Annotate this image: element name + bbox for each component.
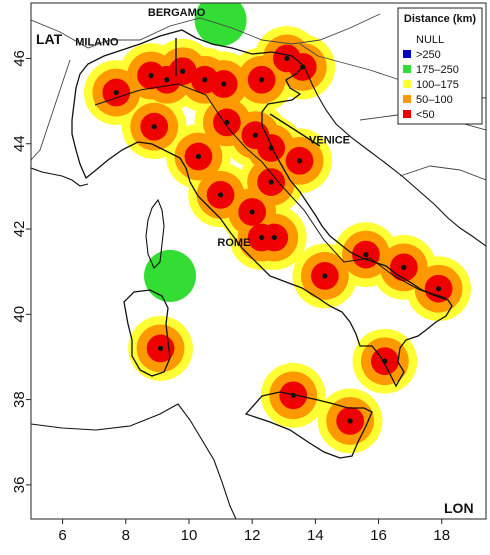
plot-area [31, 3, 486, 519]
national-borders [31, 13, 486, 181]
site-marker [113, 89, 119, 96]
site-marker [195, 153, 202, 160]
site-marker [382, 358, 388, 364]
y-axis-ticks: 36 38 40 42 44 46 [11, 50, 31, 493]
city-label-rome: ROME [217, 237, 250, 249]
site-marker [284, 55, 290, 62]
site-marker [259, 77, 265, 83]
y-tick-label: 44 [11, 135, 28, 152]
site-marker [217, 192, 224, 198]
legend: Distance (km) NULL >250 175–250 100–175 50–1… [397, 7, 483, 125]
x-tick-label: 8 [122, 527, 130, 544]
site-marker [157, 345, 164, 352]
site-marker [322, 273, 328, 279]
site-marker [268, 145, 274, 151]
legend-label: 100–175 [416, 79, 459, 91]
city-label-venice: VENICE [309, 135, 350, 147]
x-tick-label: 12 [244, 527, 261, 544]
city-annotations: MILANO BERGAMO VENICE ROME [75, 7, 350, 249]
site-marker [347, 418, 353, 424]
site-marker [164, 77, 170, 83]
y-tick-label: 46 [11, 50, 28, 67]
legend-swatch [403, 110, 411, 118]
venice-leader-line [269, 113, 321, 147]
legend-swatch [403, 95, 411, 103]
y-tick-label: 42 [11, 221, 28, 238]
band-175-250-circle [144, 249, 197, 302]
site-marker [268, 179, 274, 185]
site-marker [148, 72, 154, 79]
x-tick-label: 14 [307, 527, 324, 544]
legend-label: NULL [416, 34, 444, 46]
legend-swatch [403, 65, 411, 73]
site-marker [290, 392, 296, 398]
legend-label: 175–250 [416, 64, 459, 76]
balkan-coastline [303, 65, 486, 247]
y-tick-label: 40 [11, 306, 28, 323]
x-tick-label: 10 [181, 527, 198, 544]
legend-label: >250 [416, 49, 441, 61]
site-marker [363, 252, 369, 258]
site-marker [296, 158, 303, 164]
route-line [94, 83, 447, 299]
site-marker [180, 68, 186, 74]
legend-label: <50 [416, 109, 435, 121]
site-marker [271, 234, 277, 241]
site-marker [259, 234, 265, 241]
legend-box [397, 7, 483, 125]
site-marker [202, 77, 208, 83]
site-marker [151, 124, 157, 130]
x-axis-label: LON [444, 500, 474, 516]
legend-swatch [403, 50, 411, 58]
site-marker [300, 64, 306, 70]
italy-coastline [71, 29, 453, 388]
legend-label: 50–100 [416, 94, 453, 106]
city-label-bergamo: BERGAMO [148, 7, 206, 19]
plot-frame [30, 2, 487, 520]
legend-entries: NULL >250 175–250 100–175 50–100 <50 [403, 34, 459, 121]
y-tick-label: 38 [11, 391, 28, 408]
sicily-coastline [244, 391, 373, 459]
y-axis-label: LAT [36, 31, 63, 47]
france-coastline [31, 167, 89, 187]
africa-coastline [31, 403, 237, 519]
x-tick-label: 18 [433, 527, 450, 544]
sardinia-coastline [123, 289, 171, 377]
legend-title: Distance (km) [404, 13, 476, 25]
site-marker [224, 119, 230, 126]
legend-swatch [403, 80, 411, 88]
site-marker [436, 286, 442, 292]
site-marker [401, 264, 407, 270]
y-tick-label: 36 [11, 477, 28, 494]
x-tick-label: 16 [370, 527, 387, 544]
site-marker [252, 132, 258, 138]
x-tick-label: 6 [58, 527, 66, 544]
site-marker [221, 81, 227, 87]
site-markers [113, 55, 442, 424]
site-marker [249, 209, 255, 215]
x-axis-ticks: 6 8 10 12 14 16 18 [58, 519, 450, 544]
city-label-milano: MILANO [75, 37, 119, 49]
corsica-coastline [145, 198, 165, 269]
